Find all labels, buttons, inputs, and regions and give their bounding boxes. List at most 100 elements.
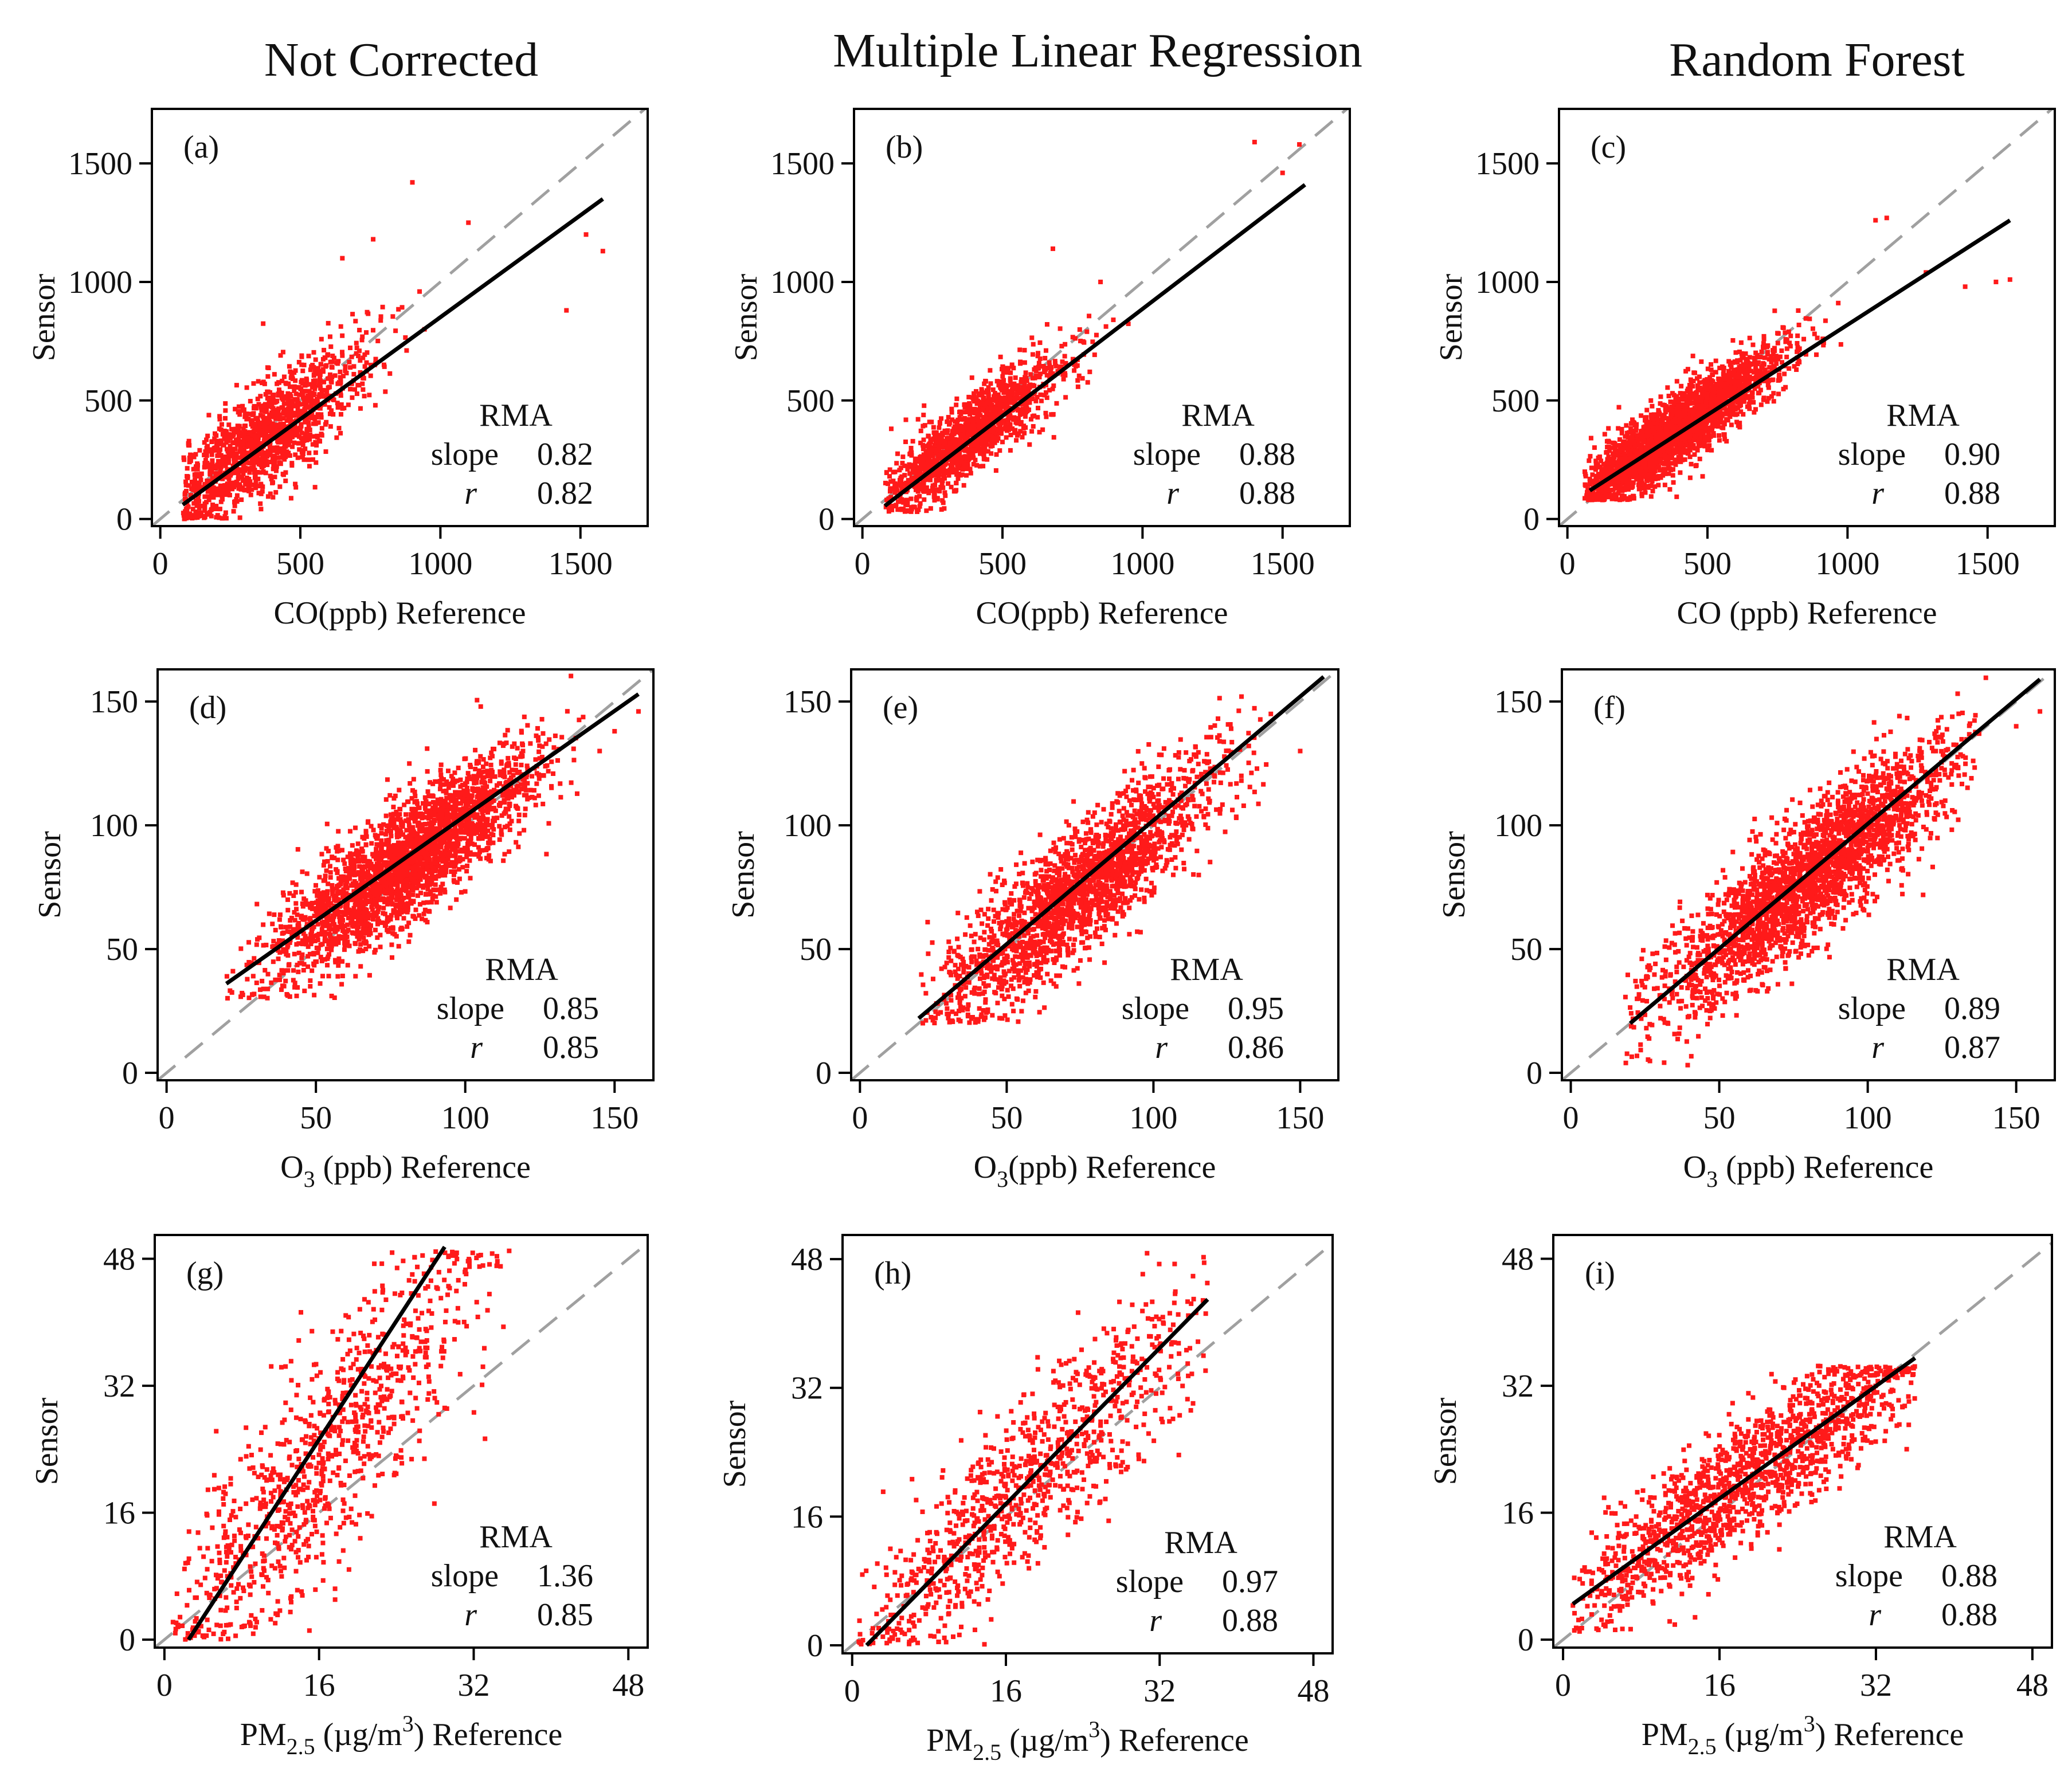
data-point — [1044, 321, 1049, 327]
data-point — [1711, 411, 1717, 416]
data-point — [1766, 385, 1771, 390]
data-point — [986, 391, 991, 397]
data-point — [280, 472, 285, 477]
data-point — [1028, 372, 1033, 377]
data-point — [318, 372, 323, 377]
data-point — [922, 460, 927, 465]
data-point — [1767, 364, 1772, 370]
data-point — [965, 423, 970, 428]
data-point — [1022, 382, 1027, 387]
data-point — [1620, 449, 1626, 454]
data-point — [262, 403, 267, 408]
data-point — [898, 477, 903, 483]
data-point — [1596, 455, 1601, 460]
data-point — [954, 402, 959, 407]
data-point — [356, 354, 361, 359]
data-point — [189, 479, 194, 484]
y-tick-label: 0 — [818, 502, 835, 538]
data-point — [1787, 366, 1792, 371]
data-point — [276, 449, 281, 454]
data-point — [272, 475, 277, 480]
data-point — [1026, 396, 1031, 401]
data-point — [198, 513, 203, 518]
data-point — [887, 489, 892, 494]
data-point — [1015, 383, 1020, 389]
scatter-points — [883, 139, 1302, 514]
data-point — [984, 401, 989, 406]
data-point — [287, 453, 292, 458]
data-point — [1015, 433, 1020, 438]
data-point — [226, 451, 232, 456]
data-point — [1635, 442, 1640, 447]
data-point — [1013, 375, 1018, 381]
data-point — [973, 430, 978, 436]
data-point — [183, 479, 189, 484]
data-point — [276, 437, 281, 442]
data-point — [942, 476, 947, 481]
data-point — [258, 452, 263, 457]
data-point — [1683, 442, 1689, 448]
data-point — [285, 398, 291, 403]
data-point — [222, 433, 228, 438]
data-point — [994, 452, 999, 457]
data-point — [260, 381, 265, 386]
data-point — [358, 370, 363, 375]
data-point — [985, 416, 990, 421]
data-point — [322, 347, 327, 352]
data-point — [209, 513, 214, 519]
data-point — [1738, 340, 1744, 345]
data-point — [287, 384, 292, 389]
data-point — [978, 448, 983, 453]
data-point — [1780, 360, 1785, 365]
data-point — [945, 419, 950, 424]
data-point — [1608, 481, 1613, 487]
data-point — [331, 412, 336, 417]
data-point — [1008, 433, 1013, 438]
data-point — [988, 444, 993, 449]
stats-slope-value: 0.82 — [537, 437, 593, 472]
data-point — [954, 396, 959, 401]
data-point — [299, 378, 304, 383]
data-point — [919, 462, 925, 468]
data-point — [1593, 467, 1598, 472]
data-point — [1670, 473, 1675, 478]
data-point — [181, 511, 186, 516]
data-point — [235, 470, 240, 475]
data-point — [1016, 416, 1021, 421]
data-point — [1683, 368, 1689, 374]
data-point — [310, 400, 315, 405]
data-point — [262, 408, 267, 413]
data-point — [323, 355, 328, 360]
data-point — [271, 448, 276, 453]
data-point — [1603, 470, 1608, 475]
data-point — [295, 398, 300, 403]
data-point — [900, 454, 906, 460]
data-point — [1783, 385, 1788, 390]
data-point — [931, 425, 936, 430]
data-point — [968, 466, 973, 472]
data-point — [1004, 383, 1009, 388]
data-point — [299, 449, 304, 454]
data-point — [984, 441, 989, 446]
data-point — [279, 446, 284, 451]
data-point — [1691, 370, 1697, 375]
data-point — [1014, 438, 1019, 443]
data-point — [1025, 400, 1031, 405]
data-point — [1814, 352, 1819, 357]
data-point — [256, 444, 261, 449]
data-point — [264, 416, 269, 421]
data-point — [235, 442, 240, 447]
data-point — [338, 393, 343, 398]
data-point — [1658, 394, 1663, 399]
data-point — [226, 438, 231, 444]
data-point — [1707, 443, 1712, 448]
data-point — [249, 465, 254, 470]
data-point — [1812, 331, 1817, 336]
data-point — [902, 498, 907, 503]
data-point — [276, 428, 281, 433]
data-point — [262, 426, 267, 431]
data-point — [236, 428, 241, 433]
data-point — [943, 441, 948, 446]
data-point — [279, 405, 284, 410]
